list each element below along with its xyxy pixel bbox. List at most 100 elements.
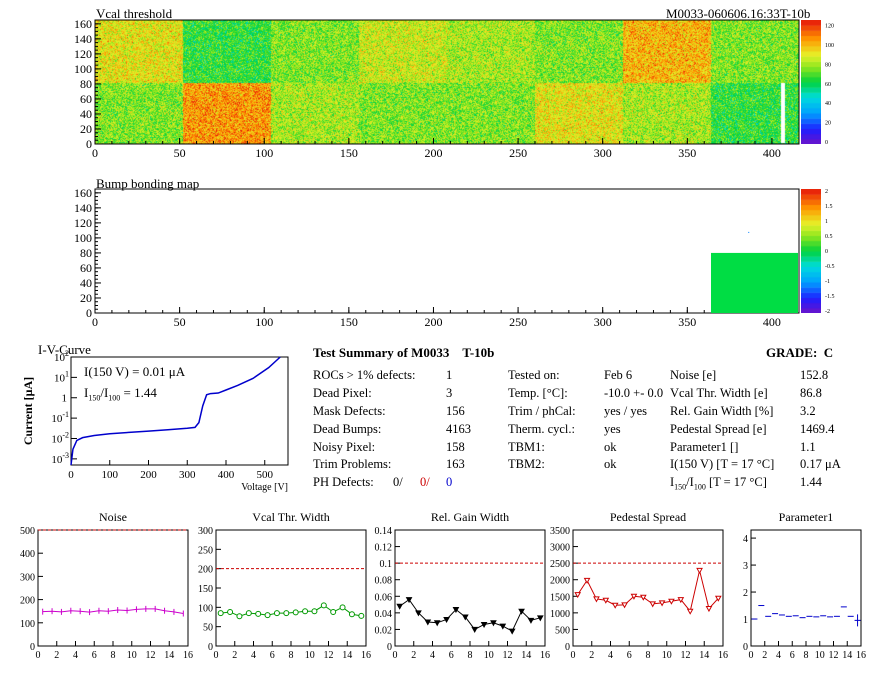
panel-y-tick-label: 50 [203,623,213,634]
panel-point [668,598,675,605]
panel-y-tick-label: 0 [208,642,213,653]
panel-point [264,612,271,619]
summary-value: -10.0 +- 0.0 [604,386,664,400]
panel-point [677,597,685,604]
panel-x-tick-label: 12 [681,650,691,661]
palette-tick-label: 2 [825,189,828,195]
panel-frame [37,529,189,647]
y-tick-label: 160 [74,17,92,31]
iv-x-tick-label: 0 [68,469,74,481]
panel-x-tick-label: 16 [183,650,193,661]
panel-point [358,612,365,619]
panel-y-tick-label: 1500 [550,592,570,603]
panel-series-line [399,598,541,632]
ph-defects-value-1: 0/ [393,475,403,489]
iv-frame [70,356,289,466]
summary-label: Dead Pixel: [313,386,372,400]
summary-value: 0.17 μA [800,457,841,471]
panel-point [714,595,722,602]
y-tick-label: 120 [74,216,92,230]
iv-y-tick-label: 10-3 [51,451,69,466]
panel-point [217,610,224,617]
panel-x-tick-label: 2 [232,650,237,661]
panel-y-tick-label: 0 [743,642,748,653]
palette-tick-label: 120 [825,24,834,30]
panel-point [311,608,318,615]
panel-x-tick-label: 0 [36,650,41,661]
panel-x-tick-label: 8 [804,650,809,661]
vcal-color-palette [801,20,821,144]
summary-value: ok [604,440,617,454]
summary-label: Noise [e] [670,368,717,382]
panel-point [283,610,290,617]
summary-value: yes / yes [604,404,648,418]
summary-value: 152.8 [800,368,829,382]
panel-y-tick-label: 1 [743,615,748,626]
panel-x-tick-label: 6 [92,650,97,661]
panel-series-line [577,570,719,613]
panel-point [452,607,460,614]
iv-annotation-ratio: I150/I100 = 1.44 [84,385,157,403]
panel-y-tick-label: 0.02 [375,625,393,636]
panel-point [583,577,591,584]
panel-point [292,609,299,616]
panel-point [621,602,628,609]
panel-title: Pedestal Spread [610,510,686,524]
summary-label: Therm. cycl.: [508,422,575,436]
x-tick-label: 250 [509,146,527,160]
palette-tick-label: 20 [825,121,831,127]
bump-pixel [748,231,750,233]
panel-point [236,613,243,620]
panel-x-tick-label: 8 [111,650,116,661]
panel-y-tick-label: 0.14 [375,526,393,537]
panel-y-tick-label: 0.12 [375,543,393,554]
panel-point [527,617,535,624]
summary-value: 86.8 [800,386,822,400]
summary-value: Feb 6 [604,368,633,382]
panel-point [696,567,703,574]
summary-value: 1.44 [800,475,822,489]
summary-value: 163 [446,457,465,471]
module-id-label: M0033-060606.16:33T-10b [666,6,811,21]
ph-defects-value-3: 0 [446,475,453,489]
x-tick-label: 0 [92,146,98,160]
panel-y-tick-label: 0.04 [375,609,393,620]
y-tick-label: 60 [80,92,92,106]
panel-title: Vcal Thr. Width [252,510,329,524]
iv-x-tick-label: 300 [179,469,196,481]
summary-label: Parameter1 [] [670,440,739,454]
iv-curve-chart: 102 101 1 10-1 10-2 10-3 0 100 200 300 400 500Volta… [21,349,289,493]
grade-label: GRADE: C [766,345,834,360]
summary-label: Mask Defects: [313,404,386,418]
panel-y-tick-label: 300 [198,526,213,537]
panel-y-tick-label: 3 [743,561,748,572]
panel-y-tick-label: 2500 [550,559,570,570]
panel-frame [750,529,862,647]
panel-x-tick-label: 16 [361,650,371,661]
panel-x-tick-label: 12 [324,650,334,661]
summary-value: 4163 [446,422,471,436]
x-tick-label: 50 [174,146,186,160]
y-tick-label: 0 [86,306,92,320]
y-tick-label: 100 [74,231,92,245]
panel-x-tick-label: 2 [411,650,416,661]
palette-tick-label: 0.5 [825,234,833,240]
panel-x-tick-label: 2 [589,650,594,661]
panel-x-tick-label: 4 [251,650,256,661]
palette-tick-label: 0 [825,249,828,255]
panel-x-tick-label: 14 [842,650,852,661]
panel-y-tick-label: 2000 [550,576,570,587]
palette-tick-label: -2 [825,309,830,315]
panel-x-tick-label: 6 [627,650,632,661]
summary-value: 1469.4 [800,422,835,436]
x-tick-label: 300 [594,315,612,329]
y-tick-label: 120 [74,47,92,61]
panel-x-tick-label: 4 [430,650,435,661]
iv-y-tick-label: 10-2 [51,430,69,445]
panel-point [245,610,252,617]
panel-frame [572,529,724,647]
summary-label: Trim Problems: [313,457,392,471]
palette-tick-label: -1 [825,279,830,285]
summary-value: yes [604,422,621,436]
